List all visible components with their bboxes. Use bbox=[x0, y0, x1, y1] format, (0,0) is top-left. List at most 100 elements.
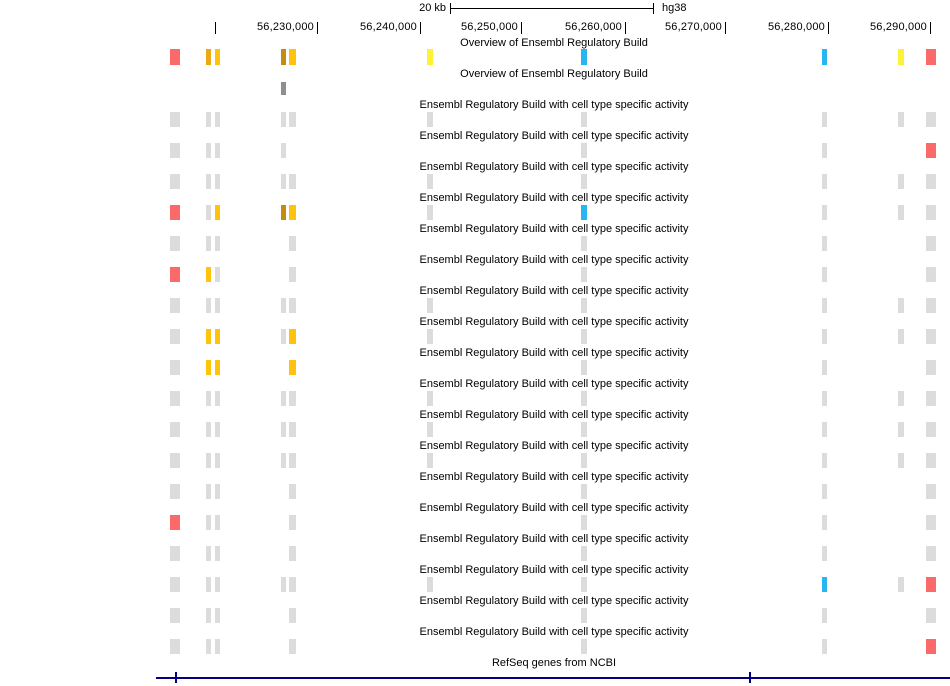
regulatory-feature-mark[interactable] bbox=[822, 608, 827, 623]
regulatory-feature-mark[interactable] bbox=[926, 329, 936, 344]
refseq-exon-tick[interactable] bbox=[749, 672, 751, 683]
regulatory-feature-mark[interactable] bbox=[215, 360, 220, 375]
regulatory-feature-mark[interactable] bbox=[898, 453, 904, 468]
regulatory-feature-mark[interactable] bbox=[822, 360, 827, 375]
regulatory-feature-mark[interactable] bbox=[926, 577, 936, 592]
regulatory-feature-mark[interactable] bbox=[206, 267, 211, 282]
regulatory-feature-mark[interactable] bbox=[822, 205, 827, 220]
regulatory-feature-mark[interactable] bbox=[822, 453, 827, 468]
regulatory-feature-mark[interactable] bbox=[170, 391, 180, 406]
regulatory-feature-mark[interactable] bbox=[427, 577, 433, 592]
regulatory-feature-mark[interactable] bbox=[581, 453, 587, 468]
regulatory-feature-mark[interactable] bbox=[206, 329, 211, 344]
regulatory-feature-mark[interactable] bbox=[289, 205, 296, 220]
regulatory-feature-mark[interactable] bbox=[215, 205, 220, 220]
regulatory-feature-mark[interactable] bbox=[206, 205, 211, 220]
regulatory-feature-mark[interactable] bbox=[926, 298, 936, 313]
regulatory-feature-mark[interactable] bbox=[170, 639, 180, 654]
regulatory-feature-mark[interactable] bbox=[581, 422, 587, 437]
regulatory-feature-mark[interactable] bbox=[215, 267, 220, 282]
regulatory-feature-mark[interactable] bbox=[581, 267, 587, 282]
regulatory-feature-mark[interactable] bbox=[581, 174, 587, 189]
regulatory-feature-mark[interactable] bbox=[206, 639, 211, 654]
regulatory-feature-mark[interactable] bbox=[926, 453, 936, 468]
regulatory-feature-mark[interactable] bbox=[206, 143, 211, 158]
regulatory-feature-mark[interactable] bbox=[215, 639, 220, 654]
regulatory-feature-mark[interactable] bbox=[581, 112, 587, 127]
regulatory-feature-mark[interactable] bbox=[822, 329, 827, 344]
regulatory-feature-mark[interactable] bbox=[215, 236, 220, 251]
regulatory-feature-mark[interactable] bbox=[170, 577, 180, 592]
regulatory-feature-mark[interactable] bbox=[898, 174, 904, 189]
regulatory-feature-mark[interactable] bbox=[581, 236, 587, 251]
regulatory-feature-mark[interactable] bbox=[281, 453, 286, 468]
regulatory-feature-mark[interactable] bbox=[289, 267, 296, 282]
regulatory-feature-mark[interactable] bbox=[206, 112, 211, 127]
regulatory-feature-mark[interactable] bbox=[926, 112, 936, 127]
regulatory-feature-mark[interactable] bbox=[289, 484, 296, 499]
regulatory-feature-mark[interactable] bbox=[926, 515, 936, 530]
regulatory-feature-mark[interactable] bbox=[926, 422, 936, 437]
regulatory-feature-mark[interactable] bbox=[289, 546, 296, 561]
regulatory-feature-mark[interactable] bbox=[206, 391, 211, 406]
regulatory-feature-mark[interactable] bbox=[281, 112, 286, 127]
regulatory-feature-mark[interactable] bbox=[822, 267, 827, 282]
regulatory-feature-mark[interactable] bbox=[170, 329, 180, 344]
regulatory-feature-mark[interactable] bbox=[281, 49, 286, 65]
regulatory-feature-mark[interactable] bbox=[206, 453, 211, 468]
regulatory-feature-mark[interactable] bbox=[281, 298, 286, 313]
regulatory-feature-mark[interactable] bbox=[926, 360, 936, 375]
regulatory-feature-mark[interactable] bbox=[926, 205, 936, 220]
regulatory-feature-mark[interactable] bbox=[926, 608, 936, 623]
regulatory-feature-mark[interactable] bbox=[427, 174, 433, 189]
regulatory-feature-mark[interactable] bbox=[822, 422, 827, 437]
regulatory-feature-mark[interactable] bbox=[170, 453, 180, 468]
regulatory-feature-mark[interactable] bbox=[170, 143, 180, 158]
regulatory-feature-mark[interactable] bbox=[822, 484, 827, 499]
regulatory-feature-mark[interactable] bbox=[289, 360, 296, 375]
regulatory-feature-mark[interactable] bbox=[281, 143, 286, 158]
regulatory-feature-mark[interactable] bbox=[581, 546, 587, 561]
regulatory-feature-mark[interactable] bbox=[822, 174, 827, 189]
regulatory-feature-mark[interactable] bbox=[289, 112, 296, 127]
regulatory-feature-mark[interactable] bbox=[170, 608, 180, 623]
regulatory-feature-mark[interactable] bbox=[581, 49, 587, 65]
regulatory-feature-mark[interactable] bbox=[822, 546, 827, 561]
regulatory-feature-mark[interactable] bbox=[581, 143, 587, 158]
regulatory-feature-mark[interactable] bbox=[581, 515, 587, 530]
regulatory-feature-mark[interactable] bbox=[289, 453, 296, 468]
regulatory-feature-mark[interactable] bbox=[170, 205, 180, 220]
regulatory-feature-mark[interactable] bbox=[822, 298, 827, 313]
regulatory-feature-mark[interactable] bbox=[206, 577, 211, 592]
regulatory-feature-mark[interactable] bbox=[822, 391, 827, 406]
regulatory-feature-mark[interactable] bbox=[215, 143, 220, 158]
regulatory-feature-mark[interactable] bbox=[206, 422, 211, 437]
regulatory-feature-mark[interactable] bbox=[215, 391, 220, 406]
regulatory-feature-mark[interactable] bbox=[206, 298, 211, 313]
regulatory-feature-mark[interactable] bbox=[427, 49, 433, 65]
regulatory-feature-mark[interactable] bbox=[581, 639, 587, 654]
regulatory-feature-mark[interactable] bbox=[926, 267, 936, 282]
regulatory-feature-mark[interactable] bbox=[289, 515, 296, 530]
regulatory-feature-mark[interactable] bbox=[215, 453, 220, 468]
refseq-exon-tick[interactable] bbox=[175, 672, 177, 683]
regulatory-feature-mark[interactable] bbox=[581, 298, 587, 313]
regulatory-feature-mark[interactable] bbox=[898, 49, 904, 65]
regulatory-feature-mark[interactable] bbox=[427, 205, 433, 220]
regulatory-feature-mark[interactable] bbox=[206, 174, 211, 189]
regulatory-feature-mark[interactable] bbox=[215, 112, 220, 127]
regulatory-feature-mark[interactable] bbox=[289, 298, 296, 313]
regulatory-feature-mark[interactable] bbox=[289, 639, 296, 654]
regulatory-feature-mark[interactable] bbox=[427, 391, 433, 406]
regulatory-feature-mark[interactable] bbox=[289, 174, 296, 189]
regulatory-feature-mark[interactable] bbox=[898, 205, 904, 220]
regulatory-feature-mark[interactable] bbox=[206, 484, 211, 499]
regulatory-feature-mark[interactable] bbox=[215, 515, 220, 530]
regulatory-feature-mark[interactable] bbox=[215, 577, 220, 592]
regulatory-feature-mark[interactable] bbox=[170, 236, 180, 251]
regulatory-feature-mark[interactable] bbox=[926, 484, 936, 499]
regulatory-feature-mark[interactable] bbox=[215, 49, 220, 65]
regulatory-feature-mark[interactable] bbox=[581, 608, 587, 623]
regulatory-feature-mark[interactable] bbox=[822, 577, 827, 592]
regulatory-feature-mark[interactable] bbox=[206, 515, 211, 530]
